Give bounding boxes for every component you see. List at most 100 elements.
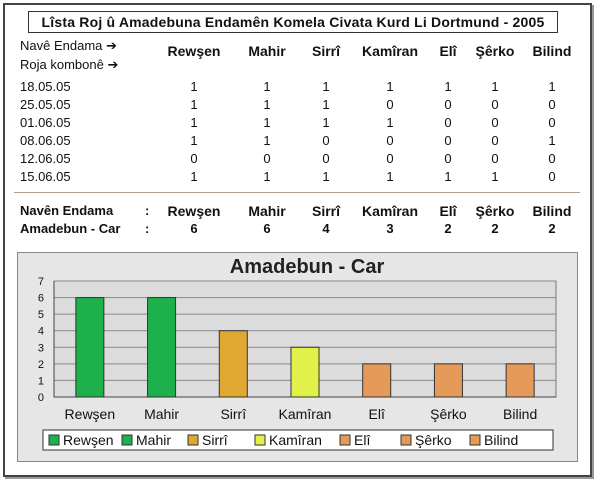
legend-label: Şêrko bbox=[415, 432, 452, 448]
attendance-cell: 1 bbox=[263, 169, 271, 184]
attendance-cell: 1 bbox=[322, 97, 330, 112]
legend-swatch bbox=[48, 434, 60, 446]
row-date: 12.06.05 bbox=[20, 151, 71, 166]
attendance-cell: 0 bbox=[444, 97, 452, 112]
members-label: Navê Endama ➔ bbox=[20, 38, 117, 53]
attendance-cell: 1 bbox=[548, 79, 556, 94]
attendance-cell: 0 bbox=[386, 151, 394, 166]
y-tick-label: 0 bbox=[38, 392, 44, 404]
row-date: 01.06.05 bbox=[20, 115, 71, 130]
attendance-cell: 0 bbox=[548, 97, 556, 112]
attendance-cell: 1 bbox=[548, 133, 556, 148]
summary-member: Bilind bbox=[532, 203, 572, 219]
bar bbox=[362, 363, 392, 398]
summary-total: 2 bbox=[444, 221, 452, 236]
attendance-cell: 0 bbox=[444, 133, 452, 148]
attendance-cell: 0 bbox=[548, 115, 556, 130]
attendance-cell: 1 bbox=[386, 169, 394, 184]
attendance-cell: 0 bbox=[491, 97, 499, 112]
bar bbox=[218, 330, 248, 398]
legend-swatch bbox=[400, 434, 412, 446]
bar bbox=[433, 363, 463, 398]
attendance-cell: 1 bbox=[444, 79, 452, 94]
y-tick-label: 2 bbox=[38, 359, 44, 371]
summary-total: 3 bbox=[386, 221, 394, 236]
member-header: Mahir bbox=[248, 43, 286, 59]
x-tick-label: Kamîran bbox=[279, 406, 332, 422]
attendance-cell: 0 bbox=[386, 133, 394, 148]
attendance-cell: 0 bbox=[491, 151, 499, 166]
legend-label: Bilind bbox=[484, 432, 518, 448]
member-header: Bilind bbox=[532, 43, 572, 59]
member-header: Rewşen bbox=[167, 43, 221, 59]
row-date: 18.05.05 bbox=[20, 79, 71, 94]
legend-label: Rewşen bbox=[63, 432, 114, 448]
summary-colon-1: : bbox=[145, 203, 150, 218]
bar bbox=[290, 346, 320, 398]
bar bbox=[75, 297, 105, 398]
summary-total: 2 bbox=[491, 221, 499, 236]
member-header: Kamîran bbox=[361, 43, 419, 59]
summary-member: Şêrko bbox=[475, 203, 515, 219]
legend-swatch bbox=[339, 434, 351, 446]
x-tick-label: Elî bbox=[369, 406, 386, 422]
attendance-cell: 1 bbox=[263, 115, 271, 130]
legend-swatch bbox=[121, 434, 133, 446]
x-tick-label: Bilind bbox=[503, 406, 537, 422]
attendance-cell: 1 bbox=[190, 169, 198, 184]
legend-label: Sirrî bbox=[202, 432, 229, 448]
x-tick-label: Şêrko bbox=[430, 406, 467, 422]
row-date: 15.06.05 bbox=[20, 169, 71, 184]
summary-total-label: Amadebun - Car bbox=[20, 221, 121, 236]
y-tick-label: 3 bbox=[38, 342, 44, 354]
legend-swatch bbox=[469, 434, 481, 446]
attendance-cell: 1 bbox=[322, 115, 330, 130]
attendance-cell: 1 bbox=[190, 133, 198, 148]
table-title: Lîsta Roj û Amadebuna Endamên Komela Civ… bbox=[28, 11, 558, 33]
summary-total: 6 bbox=[263, 221, 271, 236]
y-tick-label: 5 bbox=[38, 309, 44, 321]
attendance-cell: 0 bbox=[322, 133, 330, 148]
legend-label: Mahir bbox=[136, 432, 171, 448]
row-date: 25.05.05 bbox=[20, 97, 71, 112]
attendance-cell: 1 bbox=[263, 133, 271, 148]
attendance-cell: 1 bbox=[263, 79, 271, 94]
attendance-cell: 1 bbox=[322, 79, 330, 94]
summary-member: Rewşen bbox=[167, 203, 221, 219]
summary-total: 4 bbox=[322, 221, 330, 236]
summary-total: 6 bbox=[190, 221, 198, 236]
attendance-cell: 1 bbox=[491, 169, 499, 184]
legend-swatch bbox=[187, 434, 199, 446]
summary-member: Elî bbox=[439, 203, 457, 219]
legend-label: Kamîran bbox=[269, 432, 322, 448]
attendance-cell: 1 bbox=[190, 97, 198, 112]
y-tick-label: 1 bbox=[38, 375, 44, 387]
attendance-cell: 0 bbox=[548, 169, 556, 184]
attendance-cell: 0 bbox=[548, 151, 556, 166]
member-header: Sirrî bbox=[311, 43, 340, 59]
attendance-cell: 1 bbox=[444, 169, 452, 184]
summary-colon-2: : bbox=[145, 221, 150, 236]
x-tick-label: Sirrî bbox=[220, 406, 247, 422]
summary-total: 2 bbox=[548, 221, 556, 236]
attendance-cell: 1 bbox=[190, 79, 198, 94]
attendance-cell: 0 bbox=[386, 97, 394, 112]
member-header: Elî bbox=[439, 43, 457, 59]
attendance-cell: 0 bbox=[444, 115, 452, 130]
attendance-cell: 1 bbox=[386, 79, 394, 94]
summary-member: Sirrî bbox=[311, 203, 340, 219]
summary-member: Mahir bbox=[248, 203, 286, 219]
attendance-cell: 0 bbox=[190, 151, 198, 166]
attendance-cell: 0 bbox=[263, 151, 271, 166]
y-tick-label: 6 bbox=[38, 293, 44, 305]
summary-member: Kamîran bbox=[361, 203, 419, 219]
legend-swatch bbox=[254, 434, 266, 446]
legend bbox=[42, 429, 554, 451]
bar bbox=[505, 363, 535, 398]
attendance-cell: 0 bbox=[491, 115, 499, 130]
attendance-cell: 1 bbox=[190, 115, 198, 130]
x-tick-label: Mahir bbox=[144, 406, 179, 422]
attendance-cell: 1 bbox=[263, 97, 271, 112]
attendance-cell: 1 bbox=[386, 115, 394, 130]
